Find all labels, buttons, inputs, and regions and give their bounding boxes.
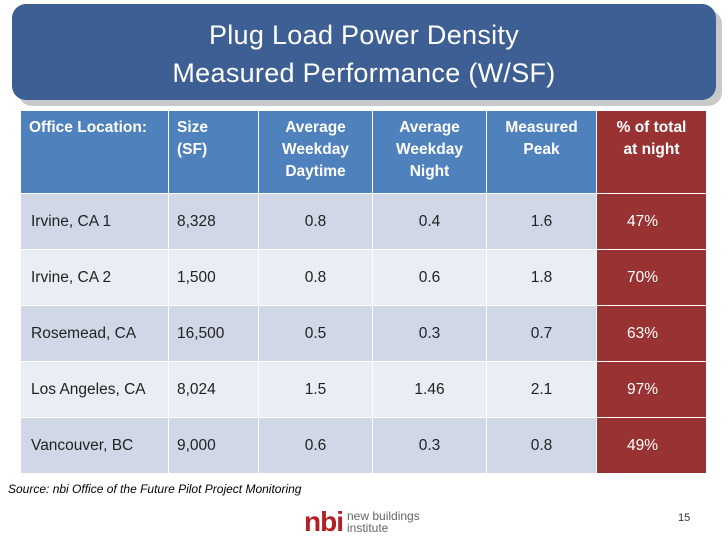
cell-peak: 0.7 (486, 305, 597, 362)
power-density-table: Office Location: Size (SF) Average Weekd… (20, 110, 707, 474)
cell-pct-night: 70% (596, 249, 707, 306)
header-avg-night: Average Weekday Night (372, 110, 487, 194)
slide-title: Plug Load Power Density Measured Perform… (12, 16, 716, 92)
table-row: Vancouver, BC 9,000 0.6 0.3 0.8 49% (20, 417, 707, 474)
cell-daytime: 0.8 (258, 249, 373, 306)
table-row: Rosemead, CA 16,500 0.5 0.3 0.7 63% (20, 305, 707, 362)
cell-night: 0.3 (372, 417, 487, 474)
header-measured-peak: Measured Peak (486, 110, 597, 194)
header-text: Peak (523, 141, 560, 158)
table-row: Los Angeles, CA 8,024 1.5 1.46 2.1 97% (20, 361, 707, 418)
cell-location: Irvine, CA 2 (20, 249, 169, 306)
header-text: Measured (505, 119, 578, 136)
header-size: Size (SF) (168, 110, 259, 194)
cell-peak: 1.8 (486, 249, 597, 306)
cell-night: 1.46 (372, 361, 487, 418)
header-text: Size (177, 119, 209, 136)
cell-night: 0.3 (372, 305, 487, 362)
cell-size: 8,328 (168, 193, 259, 250)
cell-daytime: 0.8 (258, 193, 373, 250)
table-row: Irvine, CA 1 8,328 0.8 0.4 1.6 47% (20, 193, 707, 250)
page-number: 15 (678, 512, 691, 524)
header-pct-night: % of total at night (596, 110, 707, 194)
header-text: Weekday (282, 141, 349, 158)
header-office-location: Office Location: (20, 110, 169, 194)
nbi-logo: nbi new buildings institute (304, 507, 420, 537)
cell-pct-night: 63% (596, 305, 707, 362)
table-header-row: Office Location: Size (SF) Average Weekd… (20, 110, 707, 194)
header-text: (SF) (177, 141, 208, 158)
header-text: at night (623, 141, 680, 158)
header-text: Average (285, 119, 346, 136)
cell-location: Los Angeles, CA (20, 361, 169, 418)
cell-peak: 0.8 (486, 417, 597, 474)
logo-line-1: new buildings (347, 509, 420, 523)
header-text: % of total (616, 119, 687, 136)
cell-peak: 1.6 (486, 193, 597, 250)
header-text: Night (409, 163, 450, 180)
title-line-1: Plug Load Power Density (208, 20, 520, 50)
cell-pct-night: 47% (596, 193, 707, 250)
cell-night: 0.6 (372, 249, 487, 306)
cell-pct-night: 97% (596, 361, 707, 418)
cell-location: Irvine, CA 1 (20, 193, 169, 250)
cell-daytime: 0.5 (258, 305, 373, 362)
logo-mark: nbi (304, 506, 344, 537)
header-text: Daytime (285, 163, 346, 180)
table-row: Irvine, CA 2 1,500 0.8 0.6 1.8 70% (20, 249, 707, 306)
cell-size: 8,024 (168, 361, 259, 418)
cell-size: 16,500 (168, 305, 259, 362)
source-note: Source: nbi Office of the Future Pilot P… (8, 482, 302, 496)
cell-location: Rosemead, CA (20, 305, 169, 362)
title-banner: Plug Load Power Density Measured Perform… (12, 4, 716, 100)
cell-daytime: 0.6 (258, 417, 373, 474)
cell-size: 1,500 (168, 249, 259, 306)
header-text: Average (399, 119, 460, 136)
logo-text: new buildings institute (347, 510, 420, 534)
cell-size: 9,000 (168, 417, 259, 474)
title-line-2: Measured Performance (W/SF) (172, 58, 556, 88)
header-text: Weekday (396, 141, 463, 158)
header-avg-daytime: Average Weekday Daytime (258, 110, 373, 194)
cell-location: Vancouver, BC (20, 417, 169, 474)
cell-night: 0.4 (372, 193, 487, 250)
cell-peak: 2.1 (486, 361, 597, 418)
logo-line-2: institute (347, 521, 389, 535)
cell-pct-night: 49% (596, 417, 707, 474)
cell-daytime: 1.5 (258, 361, 373, 418)
header-text: Office Location: (29, 119, 147, 136)
